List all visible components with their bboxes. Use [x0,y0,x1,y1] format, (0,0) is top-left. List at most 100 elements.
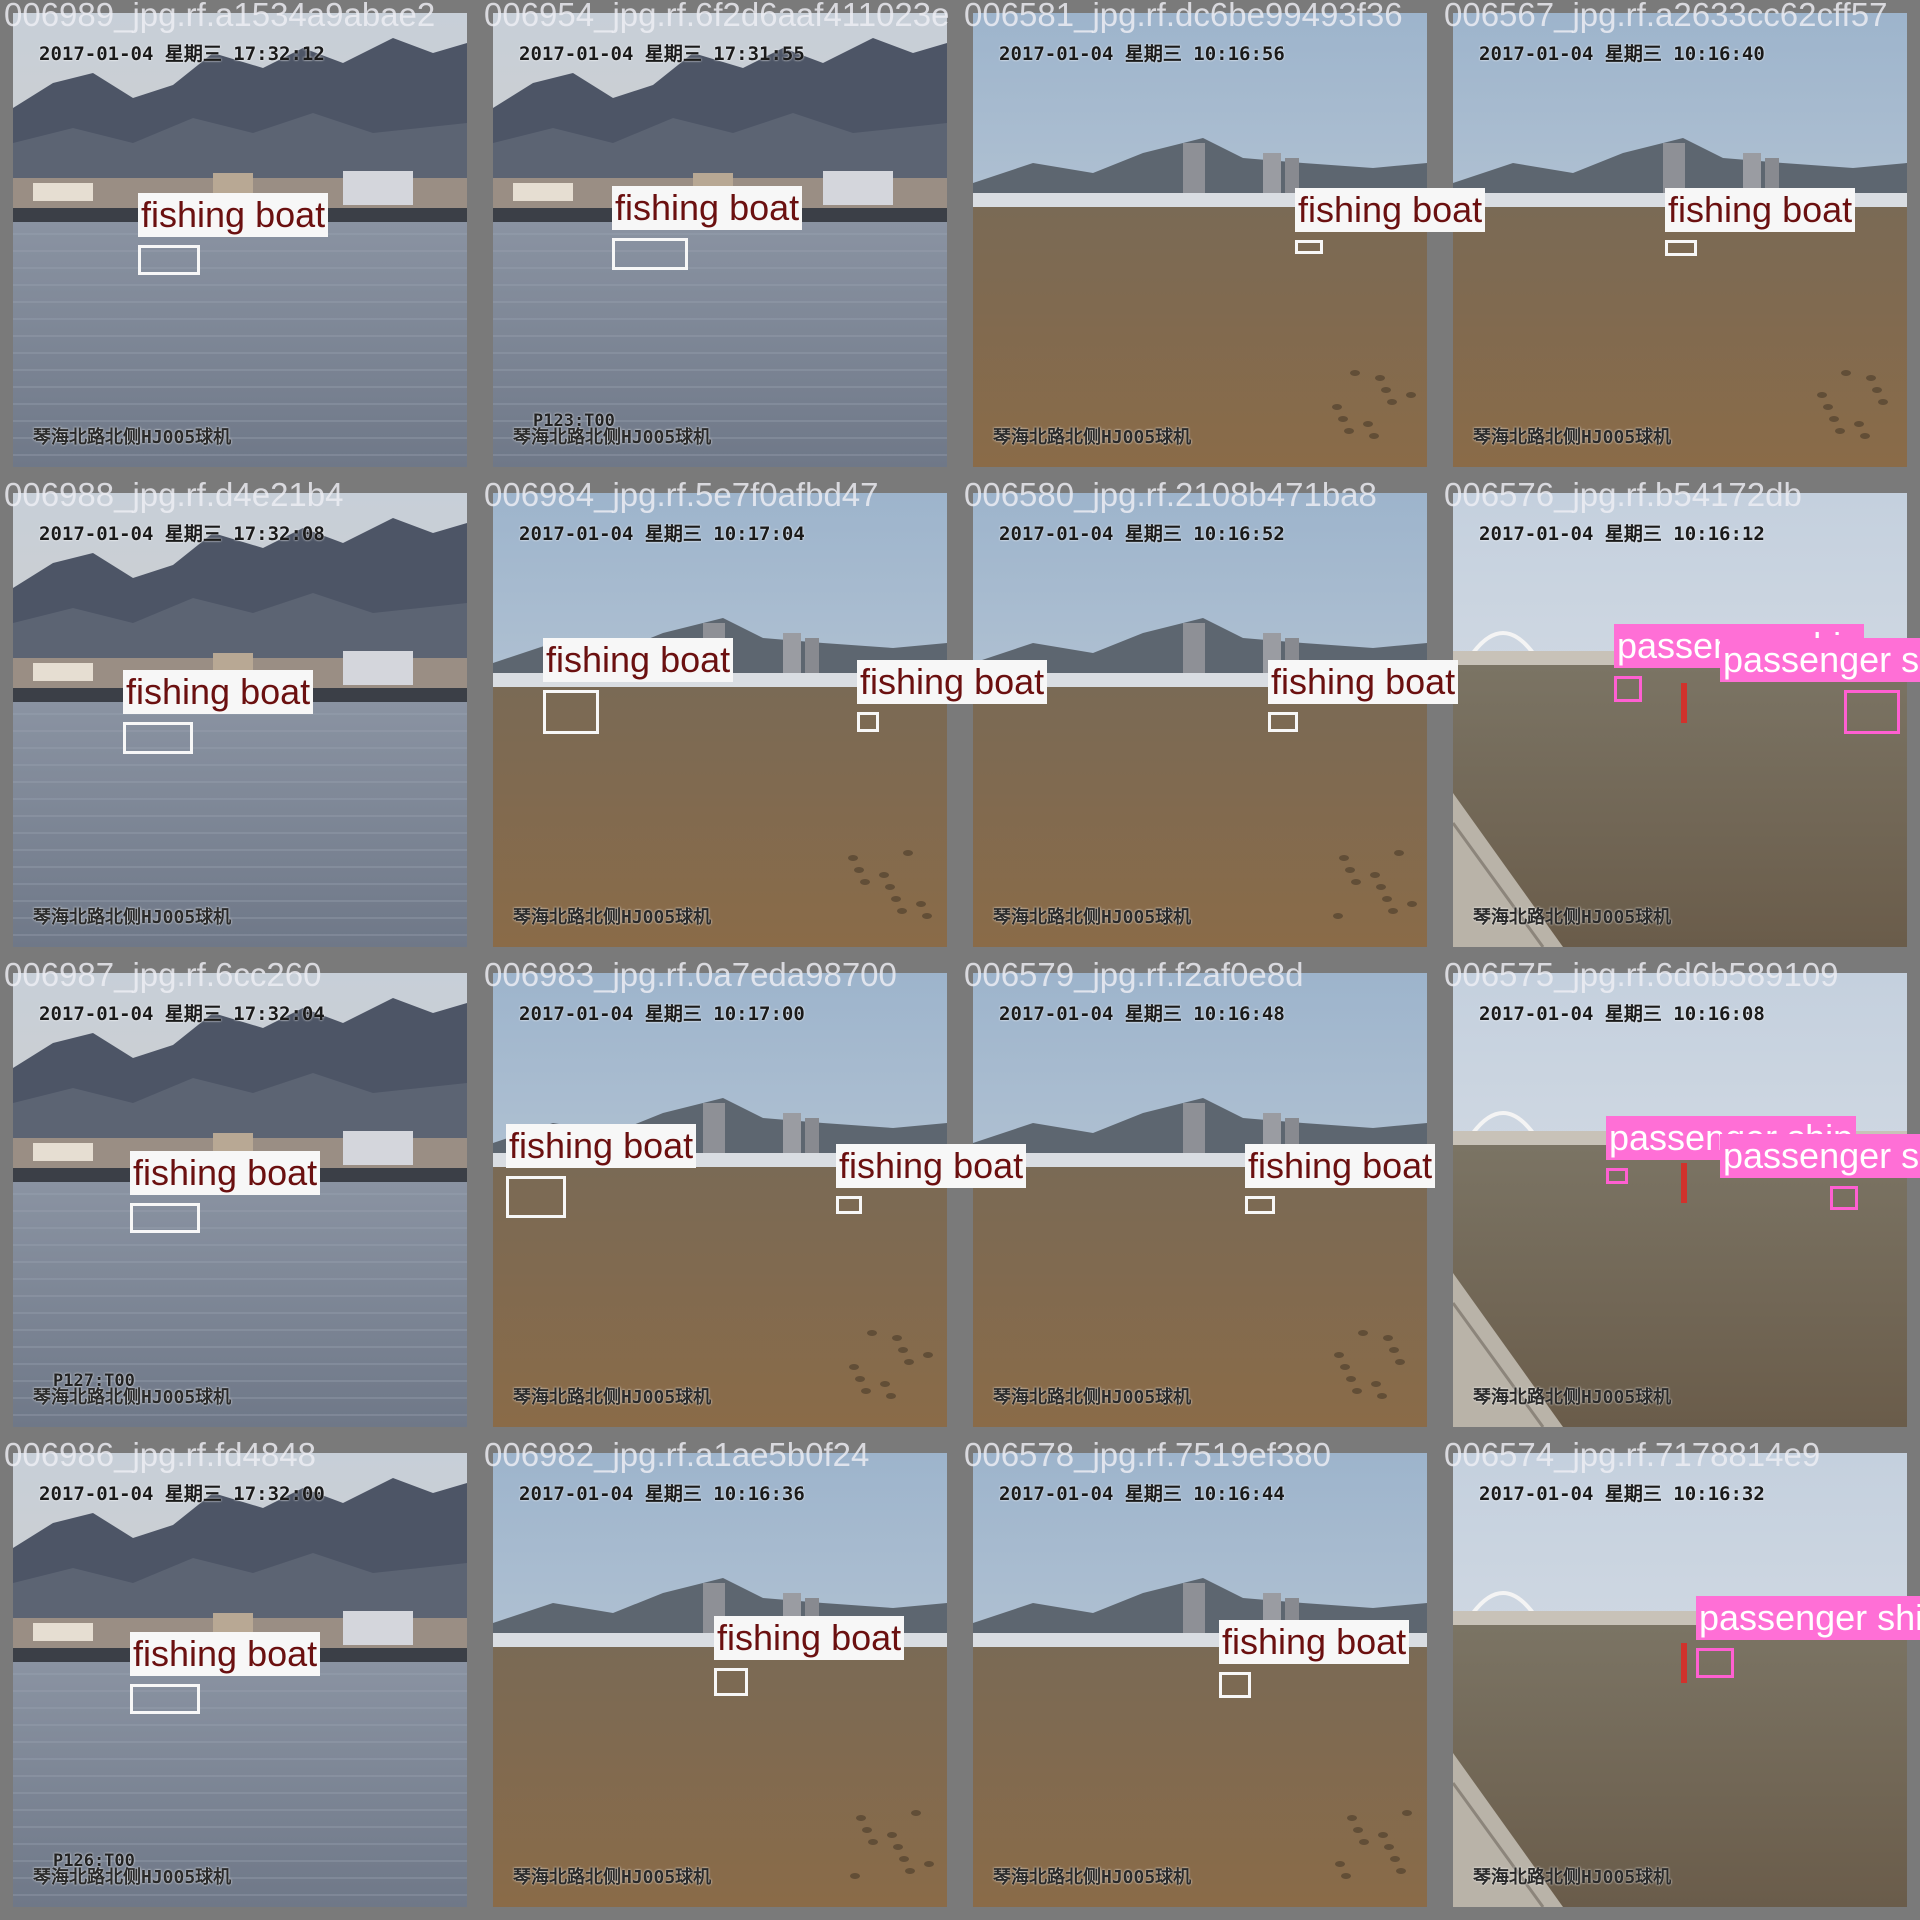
camera-label-overlay: 琴海北路北侧HJ005球机 [513,427,712,448]
filename-label: 006578_jpg.rf.7519ef380 [964,1440,1331,1473]
filename-label: 006581_jpg.rf.dc6be99493f36 [964,0,1403,33]
filename-label: 006989_jpg.rf.a1534a9abae2 [4,0,436,33]
detection-label: fishing boat [714,1616,905,1660]
filename-label: 006983_jpg.rf.0a7eda98700 [484,960,897,993]
scene-picture [973,1453,1427,1907]
camera-label-overlay: 琴海北路北侧HJ005球机 [993,1387,1192,1408]
scene-picture [973,973,1427,1427]
detection-label: fishing boat [543,638,734,682]
bounding-box [543,690,599,734]
camera-label-overlay: 琴海北路北侧HJ005球机 [33,427,232,448]
scene-picture [1453,493,1907,947]
image-tile: 2017-01-04 星期三 10:16:32 琴海北路北侧HJ005球机 0065… [1440,1440,1920,1920]
camera-label-overlay: 琴海北路北侧HJ005球机 [513,907,712,928]
detection-label: fishing boat [138,193,329,237]
bounding-box [836,1196,862,1214]
timestamp-overlay: 2017-01-04 星期三 10:16:12 [1479,523,1765,545]
filename-label: 006954_jpg.rf.6f2d6aaf411023e [484,0,950,33]
camera-label-overlay: 琴海北路北侧HJ005球机 [1473,1387,1672,1408]
camera-frame: 2017-01-04 星期三 10:16:56 琴海北路北侧HJ005球机 [973,13,1427,467]
bounding-box [1696,1648,1734,1678]
camera-frame: 2017-01-04 星期三 17:32:08 琴海北路北侧HJ005球机 [13,493,467,947]
timestamp-overlay: 2017-01-04 星期三 17:32:12 [39,43,325,65]
bounding-box [1219,1672,1251,1698]
bounding-box [1295,240,1323,254]
detection-label: fishing boat [857,660,1048,704]
bounding-box [1844,690,1900,734]
image-tile: 2017-01-04 星期三 10:16:52 琴海北路北侧HJ005球机 0065… [960,480,1440,960]
camera-label-overlay: 琴海北路北侧HJ005球机 [1473,427,1672,448]
detection-label: fishing boat [1219,1620,1410,1664]
bounding-box [1830,1186,1858,1210]
timestamp-overlay: 2017-01-04 星期三 10:16:52 [999,523,1285,545]
timestamp-overlay: 2017-01-04 星期三 10:16:36 [519,1483,805,1505]
filename-label: 006988_jpg.rf.d4e21b4 [4,480,344,513]
detection-label: fishing boat [1665,188,1856,232]
bounding-box [506,1176,566,1218]
ptz-overlay: P127:T00 [53,1371,135,1391]
detection-label: fishing boat [836,1144,1027,1188]
filename-label: 006986_jpg.rf.fd4848 [4,1440,316,1473]
camera-frame: 2017-01-04 星期三 17:31:55 P123:T00 琴海北路北侧HJ0… [493,13,947,467]
timestamp-overlay: 2017-01-04 星期三 17:32:04 [39,1003,325,1025]
bounding-box [1614,676,1642,702]
camera-frame: 2017-01-04 星期三 10:16:12 琴海北路北侧HJ005球机 [1453,493,1907,947]
timestamp-overlay: 2017-01-04 星期三 10:16:44 [999,1483,1285,1505]
timestamp-overlay: 2017-01-04 星期三 10:16:40 [1479,43,1765,65]
filename-label: 006579_jpg.rf.f2af0e8d [964,960,1304,993]
camera-frame: 2017-01-04 星期三 10:16:40 琴海北路北侧HJ005球机 [1453,13,1907,467]
detection-label: fishing boat [130,1151,321,1195]
image-tile: 2017-01-04 星期三 17:31:55 P123:T00 琴海北路北侧HJ0… [480,0,960,480]
timestamp-overlay: 2017-01-04 星期三 10:16:48 [999,1003,1285,1025]
scene-picture [13,1453,467,1907]
camera-label-overlay: 琴海北路北侧HJ005球机 [33,1867,232,1888]
camera-label-overlay: 琴海北路北侧HJ005球机 [993,1867,1192,1888]
scene-picture [493,973,947,1427]
camera-label-overlay: 琴海北路北侧HJ005球机 [993,907,1192,928]
bounding-box [1665,240,1697,256]
filename-label: 006576_jpg.rf.b54172db [1444,480,1802,513]
scene-picture [13,973,467,1427]
timestamp-overlay: 2017-01-04 星期三 10:16:08 [1479,1003,1765,1025]
camera-frame: 2017-01-04 星期三 17:32:04 P127:T00 琴海北路北侧HJ0… [13,973,467,1427]
bounding-box [857,712,879,732]
filename-label: 006575_jpg.rf.6d6b589109 [1444,960,1839,993]
camera-label-overlay: 琴海北路北侧HJ005球机 [1473,1867,1672,1888]
image-tile: 2017-01-04 星期三 10:16:44 琴海北路北侧HJ005球机 0065… [960,1440,1440,1920]
image-tile: 2017-01-04 星期三 10:16:56 琴海北路北侧HJ005球机 0065… [960,0,1440,480]
detection-label: fishing boat [612,186,803,230]
bounding-box [1245,1196,1275,1214]
bounding-box [130,1203,200,1233]
image-tile: 2017-01-04 星期三 17:32:12 琴海北路北侧HJ005球机 0069… [0,0,480,480]
camera-label-overlay: 琴海北路北侧HJ005球机 [33,1387,232,1408]
camera-label-overlay: 琴海北路北侧HJ005球机 [993,427,1192,448]
filename-label: 006580_jpg.rf.2108b471ba8 [964,480,1377,513]
camera-frame: 2017-01-04 星期三 10:16:48 琴海北路北侧HJ005球机 [973,973,1427,1427]
filename-label: 006987_jpg.rf.6cc260 [4,960,322,993]
camera-frame: 2017-01-04 星期三 10:16:32 琴海北路北侧HJ005球机 [1453,1453,1907,1907]
filename-label: 006982_jpg.rf.a1ae5b0f24 [484,1440,870,1473]
filename-label: 006574_jpg.rf.7178814e9 [1444,1440,1821,1473]
camera-label-overlay: 琴海北路北侧HJ005球机 [33,907,232,928]
detection-label: fishing boat [1295,188,1486,232]
image-tile: 2017-01-04 星期三 17:32:00 P126:T00 琴海北路北侧HJ0… [0,1440,480,1920]
filename-label: 006567_jpg.rf.a2633cc62cff57 [1444,0,1888,33]
camera-frame: 2017-01-04 星期三 10:16:44 琴海北路北侧HJ005球机 [973,1453,1427,1907]
scene-picture [13,13,467,467]
camera-label-overlay: 琴海北路北侧HJ005球机 [513,1387,712,1408]
image-tile: 2017-01-04 星期三 10:17:00 琴海北路北侧HJ005球机 0069… [480,960,960,1440]
timestamp-overlay: 2017-01-04 星期三 10:16:56 [999,43,1285,65]
scene-picture [13,493,467,947]
filename-label: 006984_jpg.rf.5e7f0afbd47 [484,480,879,513]
detection-label: fishing boat [1268,660,1459,704]
bounding-box [612,238,688,270]
timestamp-overlay: 2017-01-04 星期三 17:31:55 [519,43,805,65]
image-tile: 2017-01-04 星期三 10:16:08 琴海北路北侧HJ005球机 0065… [1440,960,1920,1440]
scene-picture [1453,13,1907,467]
timestamp-overlay: 2017-01-04 星期三 10:16:32 [1479,1483,1765,1505]
ptz-overlay: P126:T00 [53,1851,135,1871]
scene-picture [1453,1453,1907,1907]
bounding-box [714,1668,748,1696]
image-tile: 2017-01-04 星期三 17:32:04 P127:T00 琴海北路北侧HJ0… [0,960,480,1440]
